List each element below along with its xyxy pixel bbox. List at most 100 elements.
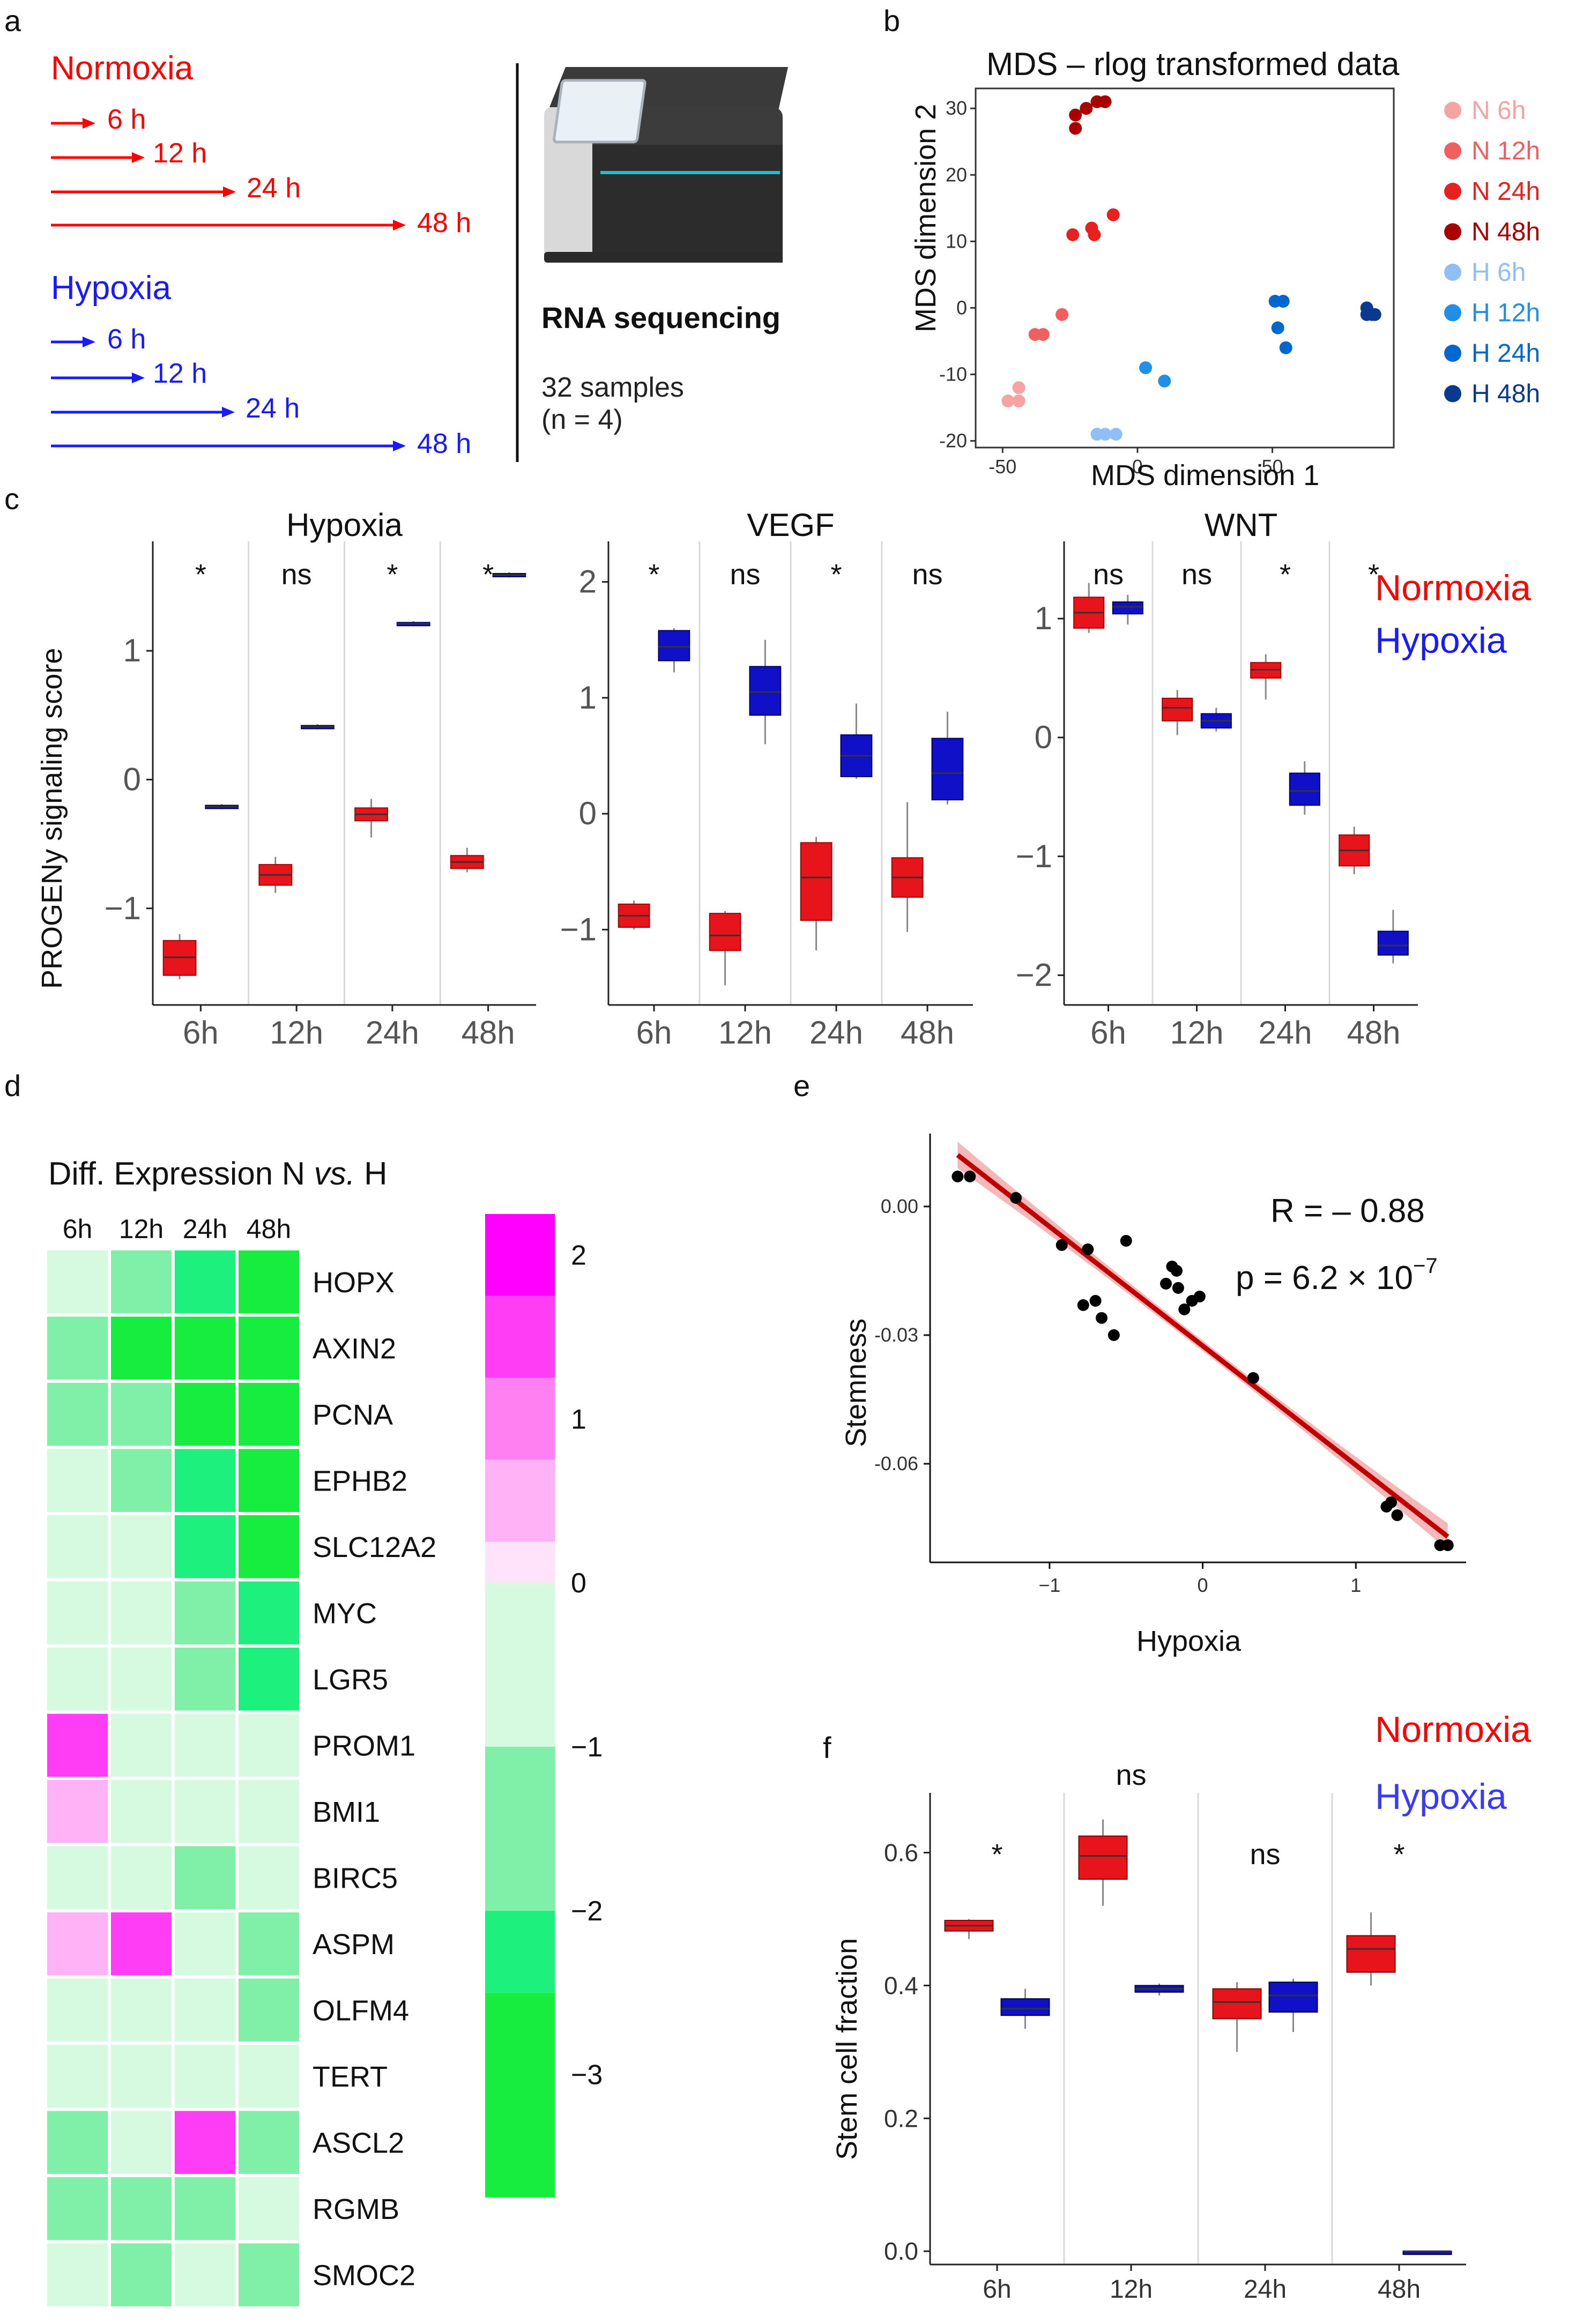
mds-point bbox=[1012, 394, 1025, 408]
heatmap-scale-bin bbox=[485, 1541, 555, 1583]
progeny-x-tick-label: 24h bbox=[366, 1015, 419, 1051]
stemness-point bbox=[1108, 1329, 1120, 1341]
heatmap-cell bbox=[235, 2107, 302, 2177]
progeny-y-tick-label: −2 bbox=[1016, 957, 1052, 993]
heatmap-cell bbox=[235, 1843, 302, 1912]
normoxia-arrowhead-48h bbox=[393, 220, 406, 230]
correlation-r: R = – 0.88 bbox=[1270, 1193, 1425, 1230]
mds-legend-label: H 12h bbox=[1471, 299, 1540, 327]
heatmap-cell bbox=[108, 1843, 175, 1912]
heatmap-row-label: BIRC5 bbox=[313, 1862, 398, 1894]
heatmap-column-label: 6h bbox=[63, 1214, 93, 1244]
stemcell-normoxia-box bbox=[1078, 1835, 1128, 1880]
heatmap-cell bbox=[235, 1644, 302, 1714]
progeny-x-tick-label: 48h bbox=[462, 1015, 515, 1051]
progeny-panel-title: VEGF bbox=[747, 507, 834, 543]
heatmap-row-label: SLC12A2 bbox=[313, 1531, 436, 1563]
heatmap-row-label: TERT bbox=[313, 2061, 388, 2093]
panel-c: PROGENy signaling score Hypoxia−1016h*12… bbox=[36, 507, 1531, 1051]
stemcell-plot: 0.0 0.2 0.4 0.6 6h * 12h ns 24h ns 48h * bbox=[884, 1759, 1466, 2304]
heatmap-cell bbox=[108, 1247, 175, 1317]
heatmap-row-label: AXIN2 bbox=[313, 1332, 396, 1365]
normoxia-time-12h: 12 h bbox=[153, 138, 207, 169]
heatmap-column-label: 24h bbox=[183, 1214, 227, 1244]
progeny-panel-wnt: WNT −2 −1 0 1 6h ns 12h ns 24h * 48h * bbox=[1016, 507, 1418, 1051]
stemness-point bbox=[964, 1171, 976, 1182]
mds-point bbox=[1098, 428, 1112, 441]
mds-point bbox=[1279, 341, 1292, 354]
stemness-point bbox=[1120, 1235, 1132, 1247]
heatmap-cell bbox=[172, 1777, 239, 1846]
progeny-significance: * bbox=[1368, 558, 1379, 591]
heatmap-scale-bin bbox=[485, 1583, 555, 1747]
mds-legend-swatch bbox=[1444, 102, 1461, 119]
heatmap-cell bbox=[172, 1644, 239, 1714]
hypoxia-label: Hypoxia bbox=[51, 270, 172, 307]
mds-legend-label: H 6h bbox=[1471, 258, 1526, 287]
panel-d: Diff. Expression N vs. H 6h 12h 24h 48h HOP… bbox=[44, 1156, 603, 2310]
mds-x-tick-label: -50 bbox=[989, 456, 1016, 478]
hypoxia-arrowhead-12h bbox=[132, 373, 145, 383]
stemness-point bbox=[1171, 1265, 1183, 1277]
stemcell-x-tick-label: 24h bbox=[1244, 2275, 1287, 2304]
regression-line bbox=[956, 1153, 1450, 1539]
progeny-x-tick-label: 12h bbox=[270, 1015, 323, 1051]
normoxia-time-6h: 6 h bbox=[107, 104, 146, 135]
mds-y-tick-label: 20 bbox=[946, 163, 967, 185]
samples-count: 32 samples bbox=[541, 372, 684, 403]
progeny-y-tick-label: 0 bbox=[123, 762, 141, 798]
stemness-y-label: Stemness bbox=[840, 1319, 872, 1447]
heatmap-cell bbox=[172, 1313, 239, 1383]
heatmap-cell bbox=[44, 2240, 111, 2310]
heatmap-cell bbox=[235, 2042, 302, 2111]
heatmap-cell bbox=[44, 1380, 111, 1449]
mds-point bbox=[1036, 328, 1050, 341]
mds-point bbox=[1098, 95, 1112, 108]
progeny-significance: * bbox=[195, 558, 206, 591]
heatmap-cell bbox=[172, 1975, 239, 2045]
normoxia-label: Normoxia bbox=[51, 50, 194, 87]
mds-legend-label: H 24h bbox=[1471, 339, 1540, 368]
mds-point bbox=[1069, 108, 1082, 122]
mds-point bbox=[1158, 374, 1171, 388]
stemcell-y-tick-label: 0.6 bbox=[884, 1839, 918, 1867]
progeny-hypoxia-box bbox=[1112, 601, 1143, 615]
heatmap-cell bbox=[235, 1578, 302, 1648]
stemness-point bbox=[1172, 1282, 1184, 1294]
progeny-y-tick-label: 0 bbox=[1035, 719, 1052, 755]
heatmap-scale-tick: −2 bbox=[571, 1896, 603, 1927]
stemcell-normoxia-box bbox=[1212, 1988, 1262, 2020]
heatmap-color-scale: 2 1 0 −1 −2 −3 bbox=[485, 1214, 603, 2198]
mds-point bbox=[1368, 308, 1381, 321]
heatmap-cell bbox=[235, 1247, 302, 1317]
heatmap-cell bbox=[172, 1710, 239, 1780]
heatmap-cell bbox=[235, 1380, 302, 1449]
stemcell-y-tick-label: 0.2 bbox=[884, 2104, 918, 2132]
heatmap-scale-bin bbox=[485, 1992, 555, 2198]
heatmap-cell bbox=[44, 1512, 111, 1582]
progeny-x-tick-label: 6h bbox=[636, 1015, 672, 1051]
heatmap-column-label: 48h bbox=[247, 1214, 291, 1244]
stemness-ticks: −1 0 1 0.00 -0.03 -0.06 bbox=[874, 1195, 1361, 1596]
heatmap-cell bbox=[172, 2107, 239, 2177]
progeny-panel-title: WNT bbox=[1205, 507, 1278, 543]
mds-plot-frame bbox=[975, 87, 1395, 449]
progeny-panel-hypoxia: Hypoxia −1 0 1 6h * 12h ns 24h * 48h * bbox=[105, 507, 536, 1051]
stemcell-legend-normoxia: Normoxia bbox=[1375, 1709, 1531, 1750]
mds-legend-swatch bbox=[1444, 142, 1461, 160]
progeny-y-tick-label: −1 bbox=[1016, 838, 1052, 874]
heatmap-row-label: PROM1 bbox=[313, 1730, 415, 1762]
progeny-x-tick-label: 6h bbox=[183, 1015, 219, 1051]
hypoxia-arrowhead-24h bbox=[222, 407, 235, 418]
hypoxia-time-24h: 24 h bbox=[246, 393, 300, 424]
progeny-legend-hypoxia: Hypoxia bbox=[1375, 620, 1507, 661]
progeny-significance: * bbox=[648, 558, 659, 591]
stemness-point bbox=[1178, 1303, 1191, 1315]
sequencer-front bbox=[590, 145, 783, 263]
heatmap-cell bbox=[172, 1512, 239, 1582]
heatmap-cell bbox=[44, 1578, 111, 1648]
mds-point bbox=[1276, 295, 1290, 308]
heatmap-cell bbox=[108, 1380, 175, 1449]
heatmap-cell bbox=[172, 1843, 239, 1912]
sequencer-base bbox=[544, 252, 783, 263]
